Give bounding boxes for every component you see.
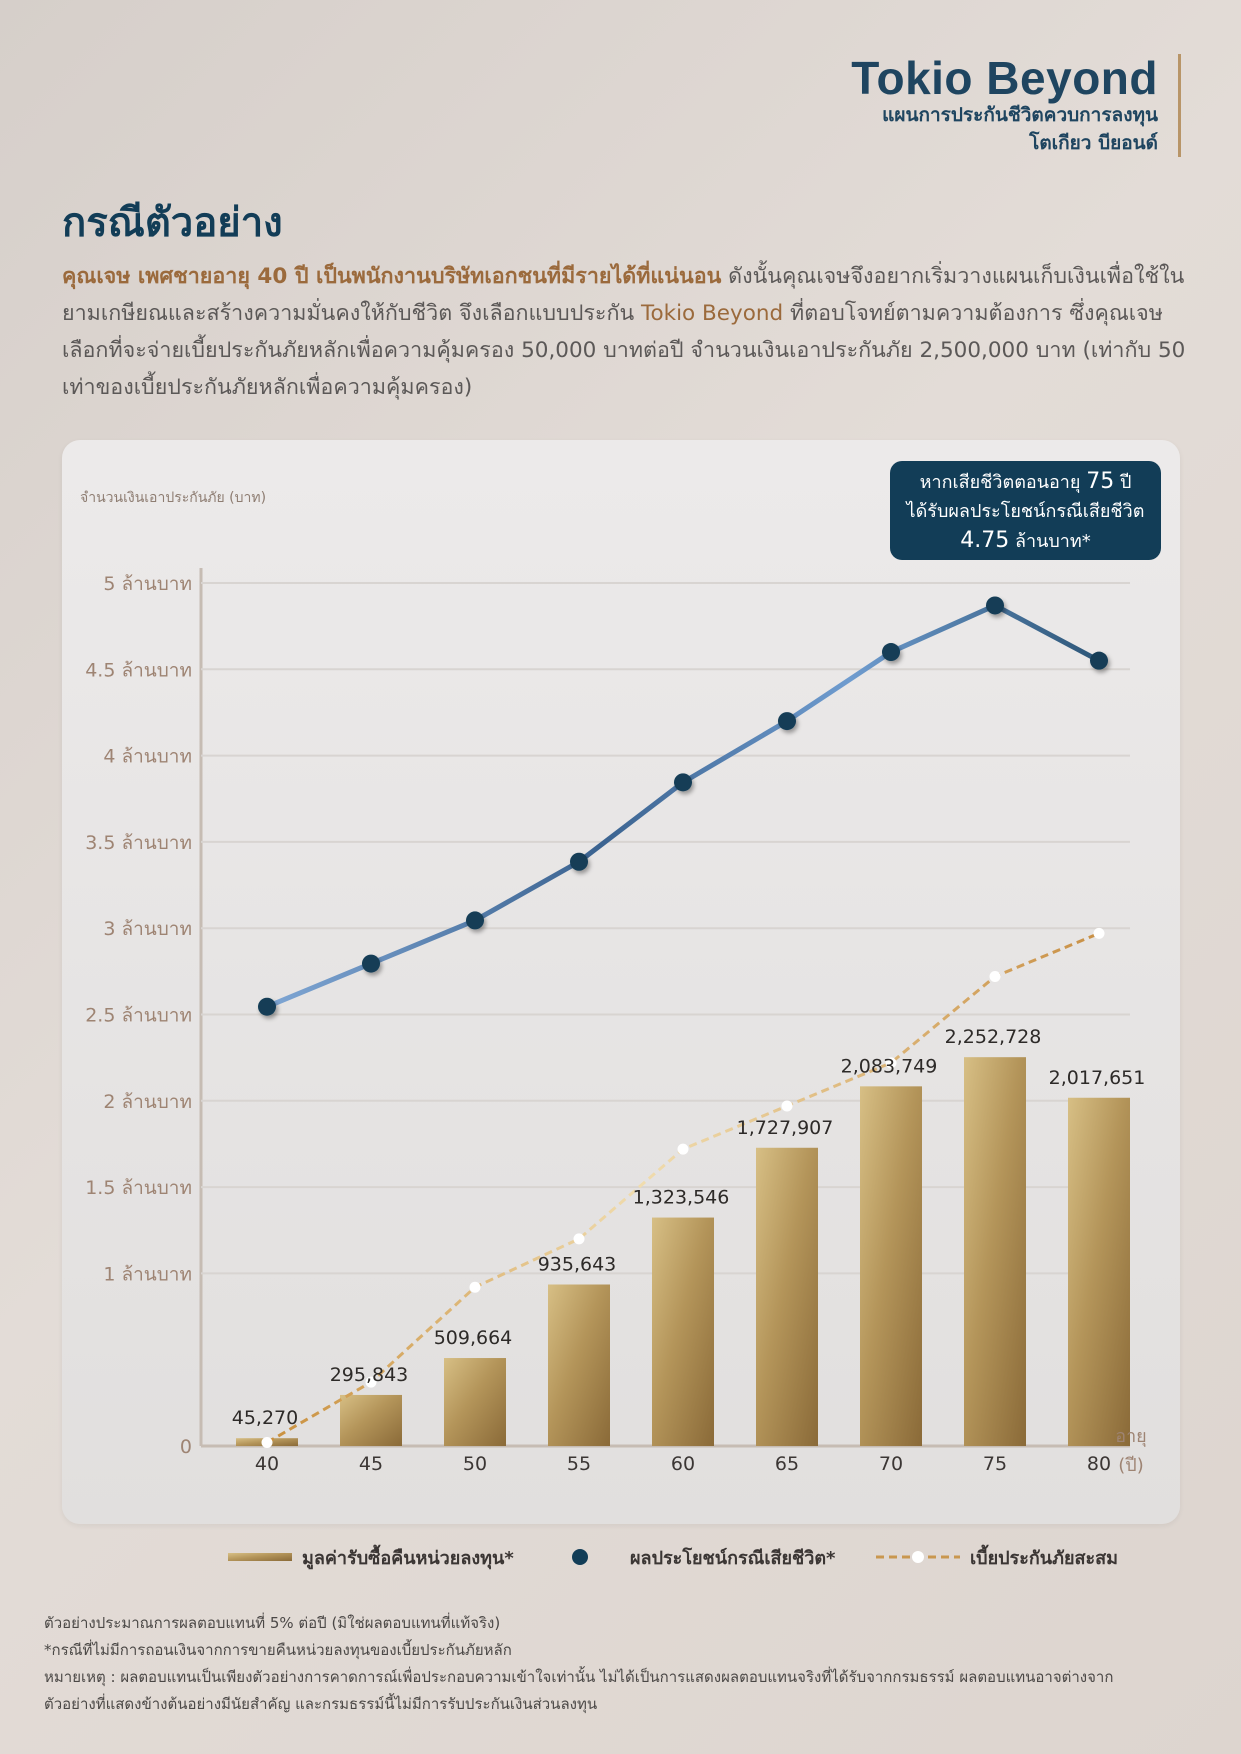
death-benefit-point [1090, 651, 1108, 670]
y-tick-label: 0 [180, 1436, 192, 1458]
y-axis-label: จำนวนเงินเอาประกันภัย (บาท) [80, 490, 266, 506]
bar [548, 1284, 610, 1446]
footnote-4: ตัวอย่างที่แสดงข้างต้นอย่างมีนัยสำคัญ แล… [44, 1695, 598, 1713]
bar-value-label: 2,083,749 [841, 1055, 938, 1077]
legend-swatch-dashed [876, 1551, 960, 1563]
intro-brand: Tokio Beyond [641, 301, 784, 326]
legend-swatch-bar [228, 1553, 292, 1561]
bar-value-label: 935,643 [538, 1254, 617, 1276]
death-benefit-point [258, 997, 276, 1016]
legend-label-premium: เบี้ยประกันภัยสะสม [970, 1547, 1119, 1569]
premium-point [677, 1143, 689, 1155]
bar-value-label: 509,664 [434, 1327, 513, 1349]
bar-value-label: 1,727,907 [737, 1117, 834, 1139]
callout-line1: หากเสียชีวิตตอนอายุ [919, 472, 1081, 493]
x-axis-label-line2: (ปี) [1118, 1455, 1143, 1476]
premium-point [469, 1281, 481, 1293]
footnote-1: ตัวอย่างประมาณการผลตอบแทนที่ 5% ต่อปี (ม… [44, 1614, 501, 1632]
page-title: กรณีตัวอย่าง [62, 200, 283, 246]
y-tick-label: 3 ล้านบาท [103, 918, 192, 940]
death-benefit-callout: หากเสียชีวิตตอนอายุ 75 ปี ได้รับผลประโยช… [890, 461, 1161, 560]
footnotes: ตัวอย่างประมาณการผลตอบแทนที่ 5% ต่อปี (ม… [44, 1610, 1204, 1718]
death-benefit-point [778, 712, 796, 731]
death-benefit-point [986, 596, 1004, 615]
y-tick-label: 1 ล้านบาท [103, 1263, 192, 1285]
callout-amount: 4.75 [960, 528, 1010, 553]
y-tick-label: 3.5 ล้านบาท [85, 832, 192, 854]
footnote-2: *กรณีที่ไม่มีการถอนเงินจากการขายคืนหน่วย… [44, 1641, 512, 1659]
death-benefit-point [674, 773, 692, 792]
x-tick-label: 45 [359, 1453, 383, 1475]
intro-text-b: ที่ตอบโจทย์ตามความต้องการ ซึ่งคุณเจษเลือ… [62, 301, 1186, 400]
y-tick-label: 2 ล้านบาท [103, 1091, 192, 1113]
y-tick-label: 4.5 ล้านบาท [85, 659, 192, 681]
death-benefit-point [570, 852, 588, 871]
bar-value-label: 2,017,651 [1049, 1067, 1146, 1089]
premium-point [989, 971, 1001, 983]
intro-paragraph: คุณเจษ เพศชายอายุ 40 ปี เป็นพนักงานบริษั… [62, 258, 1192, 406]
x-tick-label: 70 [879, 1453, 903, 1475]
legend-label-surrender-value: มูลค่ารับซื้อคืนหน่วยลงทุน* [302, 1547, 514, 1569]
bar [652, 1217, 714, 1446]
y-tick-label: 1.5 ล้านบาท [85, 1177, 192, 1199]
death-benefit-point [362, 954, 380, 973]
death-benefit-line [266, 602, 1101, 1010]
intro-text-a: ดังนั้นคุณเจษจึงอยากเริ่มวางแผนเก็บเงินเ… [62, 264, 1185, 326]
y-tick-label: 4 ล้านบาท [103, 746, 192, 768]
bar [860, 1086, 922, 1446]
bar [964, 1057, 1026, 1446]
bar-value-label: 2,252,728 [945, 1026, 1042, 1048]
footnote-3: หมายเหตุ : ผลตอบแทนเป็นเพียงตัวอย่างการค… [44, 1668, 1114, 1686]
premium-point [261, 1437, 273, 1449]
callout-amount-unit: ล้านบาท* [1014, 531, 1091, 552]
chart-legend: มูลค่ารับซื้อคืนหน่วยลงทุน* ผลประโยชน์กร… [0, 1540, 1241, 1574]
x-tick-label: 50 [463, 1453, 487, 1475]
bar-value-label: 295,843 [330, 1364, 409, 1386]
x-tick-label: 40 [255, 1453, 279, 1475]
death-benefit-point [466, 911, 484, 930]
bar-value-label: 1,323,546 [633, 1187, 730, 1209]
chart: 0 1 ล้านบาท 1.5 ล้านบาท 2 ล้านบาท 2.5 ล้านบา… [80, 490, 1147, 1476]
brand-subtitle-line2: โตเกียว บียอนด์ [1029, 131, 1158, 154]
bar [444, 1358, 506, 1446]
y-tick-label: 5 ล้านบาท [103, 573, 192, 595]
premium-point [573, 1233, 585, 1245]
brand-name: Tokio Beyond [851, 52, 1158, 104]
x-tick-label: 80 [1087, 1453, 1111, 1475]
intro-highlight: คุณเจษ เพศชายอายุ 40 ปี เป็นพนักงานบริษั… [62, 264, 722, 289]
y-tick-label: 2.5 ล้านบาท [85, 1005, 192, 1027]
callout-line2: ได้รับผลประโยชน์กรณีเสียชีวิต [906, 501, 1145, 522]
bar-value-label: 45,270 [232, 1407, 298, 1429]
premium-point [1093, 927, 1105, 939]
x-axis-label-line1: อายุ [1115, 1426, 1146, 1447]
bar [756, 1147, 818, 1446]
legend-item-surrender-value: มูลค่ารับซื้อคืนหน่วยลงทุน* [228, 1540, 514, 1574]
bar [340, 1394, 402, 1446]
legend-item-premium: เบี้ยประกันภัยสะสม [876, 1540, 1118, 1574]
death-benefit-point [882, 643, 900, 662]
legend-label-death-benefit: ผลประโยชน์กรณีเสียชีวิต* [630, 1547, 836, 1569]
bar [1068, 1097, 1130, 1446]
legend-swatch-line [540, 1549, 620, 1565]
x-tick-label: 60 [671, 1453, 695, 1475]
brand-block: Tokio Beyond แผนการประกันชีวิตควบการลงทุ… [851, 52, 1181, 158]
brand-subtitle-line1: แผนการประกันชีวิตควบการลงทุน [882, 104, 1158, 127]
callout-age: 75 [1086, 469, 1115, 494]
x-tick-label: 55 [567, 1453, 591, 1475]
callout-year-unit: ปี [1119, 472, 1132, 493]
x-tick-label: 75 [983, 1453, 1007, 1475]
premium-point [781, 1100, 793, 1112]
premium-point [365, 1376, 377, 1388]
legend-item-death-benefit: ผลประโยชน์กรณีเสียชีวิต* [540, 1540, 835, 1574]
x-tick-label: 65 [775, 1453, 799, 1475]
premium-point [885, 1057, 897, 1069]
